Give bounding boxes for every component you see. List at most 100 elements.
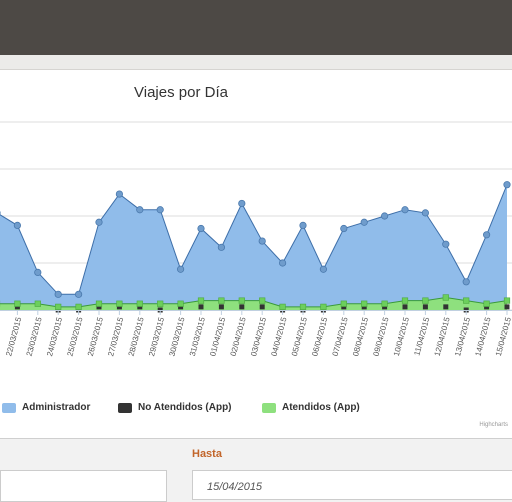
data-point-no-atendidos [260, 304, 265, 309]
data-point-administrador [198, 225, 204, 231]
hasta-date-input[interactable] [192, 470, 512, 500]
x-tick-label: 08/04/2015 [351, 316, 370, 358]
data-point-atendidos [361, 301, 367, 307]
x-tick-label: 07/04/2015 [331, 316, 350, 358]
data-point-administrador [361, 219, 367, 225]
data-point-administrador [14, 222, 20, 228]
data-point-administrador [300, 222, 306, 228]
data-point-no-atendidos [505, 304, 510, 309]
legend-item-no-atendidos[interactable]: No Atendidos (App) [118, 402, 232, 413]
data-point-no-atendidos [423, 304, 428, 309]
x-tick-label: 04/04/2015 [269, 316, 288, 358]
series-area-0 [0, 185, 507, 310]
legend-label-administrador: Administrador [22, 402, 90, 413]
data-point-atendidos [504, 298, 510, 304]
data-point-administrador [259, 238, 265, 244]
x-tick-label: 27/03/2015 [106, 316, 125, 358]
data-point-atendidos [321, 304, 327, 310]
data-point-administrador [116, 191, 122, 197]
data-point-administrador [137, 207, 143, 213]
data-point-administrador [341, 225, 347, 231]
data-point-atendidos [382, 301, 388, 307]
data-point-administrador [279, 260, 285, 266]
legend-item-atendidos[interactable]: Atendidos (App) [262, 402, 360, 413]
legend-swatch-atendidos [262, 403, 276, 413]
data-point-atendidos [239, 298, 245, 304]
x-tick-label: 10/04/2015 [392, 316, 411, 358]
data-point-atendidos [259, 298, 265, 304]
data-point-atendidos [198, 298, 204, 304]
data-point-administrador [402, 207, 408, 213]
x-tick-label: 05/04/2015 [290, 316, 309, 358]
x-tick-label: 14/04/2015 [473, 316, 492, 358]
data-point-no-atendidos [239, 304, 244, 309]
data-point-atendidos [15, 301, 21, 307]
chart-credits[interactable]: Highcharts [479, 422, 508, 428]
data-point-atendidos [178, 301, 184, 307]
x-tick-label: 11/04/2015 [412, 316, 431, 357]
data-point-administrador [463, 279, 469, 285]
legend-swatch-no-atendidos [118, 403, 132, 413]
data-point-atendidos [300, 304, 306, 310]
x-tick-label: 24/03/2015 [45, 316, 64, 358]
data-point-atendidos [463, 298, 469, 304]
legend-item-administrador[interactable]: Administrador [2, 402, 90, 413]
hasta-label: Hasta [192, 448, 222, 460]
data-point-no-atendidos [219, 304, 224, 309]
data-point-administrador [157, 207, 163, 213]
data-point-atendidos [76, 304, 82, 310]
x-tick-label: 25/03/2015 [65, 316, 84, 358]
x-tick-label: 12/04/2015 [433, 316, 452, 358]
data-point-atendidos [443, 295, 449, 301]
data-point-atendidos [280, 304, 286, 310]
x-tick-label: 22/03/2015 [4, 316, 23, 358]
legend-label-atendidos: Atendidos (App) [282, 402, 360, 413]
top-nav-bar [0, 0, 512, 55]
legend-label-no-atendidos: No Atendidos (App) [138, 402, 232, 413]
data-point-no-atendidos [199, 304, 204, 309]
chart-legend: Administrador No Atendidos (App) Atendid… [0, 402, 512, 422]
x-tick-label: 31/03/2015 [188, 316, 207, 358]
data-point-administrador [96, 219, 102, 225]
data-point-administrador [75, 291, 81, 297]
x-tick-label: 06/04/2015 [310, 316, 329, 358]
desde-input-box[interactable] [0, 470, 167, 502]
data-point-atendidos [35, 301, 41, 307]
data-point-administrador [239, 200, 245, 206]
data-point-administrador [443, 241, 449, 247]
data-point-atendidos [157, 301, 163, 307]
data-point-administrador [177, 266, 183, 272]
data-point-administrador [55, 291, 61, 297]
x-tick-label: 15/04/2015 [494, 316, 512, 358]
data-point-atendidos [55, 304, 61, 310]
data-point-atendidos [137, 301, 143, 307]
panel-header-strip [0, 55, 512, 70]
date-filter-section: Hasta [0, 440, 512, 488]
x-tick-label: 01/04/2015 [208, 316, 227, 358]
x-tick-label: 29/03/2015 [147, 316, 166, 358]
x-tick-label: 26/03/2015 [86, 316, 105, 358]
x-tick-label: 28/03/2015 [127, 316, 146, 358]
data-point-administrador [35, 269, 41, 275]
data-point-administrador [320, 266, 326, 272]
data-point-atendidos [423, 298, 429, 304]
data-point-administrador [218, 244, 224, 250]
data-point-administrador [504, 181, 510, 187]
x-tick-label: 03/04/2015 [249, 316, 268, 358]
data-point-atendidos [219, 298, 225, 304]
data-point-atendidos [117, 301, 123, 307]
x-tick-label: 09/04/2015 [371, 316, 390, 358]
x-tick-label: 02/04/2015 [229, 316, 248, 358]
data-point-atendidos [341, 301, 347, 307]
x-tick-label: 13/04/2015 [453, 316, 472, 358]
data-point-no-atendidos [443, 304, 448, 309]
data-point-administrador [381, 213, 387, 219]
x-tick-label: 23/03/2015 [25, 316, 44, 358]
data-point-no-atendidos [403, 304, 408, 309]
data-point-administrador [422, 210, 428, 216]
data-point-atendidos [484, 301, 490, 307]
data-point-administrador [483, 232, 489, 238]
x-tick-label: 30/03/2015 [167, 316, 186, 358]
